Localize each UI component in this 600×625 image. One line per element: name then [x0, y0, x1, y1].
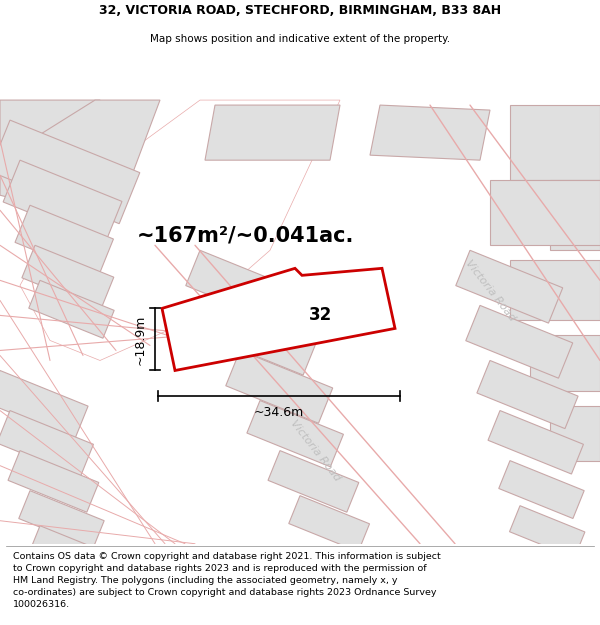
- Polygon shape: [466, 306, 573, 378]
- Text: ~18.9m: ~18.9m: [134, 314, 147, 364]
- Polygon shape: [490, 180, 600, 245]
- Polygon shape: [0, 371, 88, 439]
- Polygon shape: [289, 496, 370, 552]
- Polygon shape: [550, 180, 600, 250]
- Text: Contains OS data © Crown copyright and database right 2021. This information is : Contains OS data © Crown copyright and d…: [13, 552, 441, 609]
- Polygon shape: [15, 205, 113, 276]
- Text: Map shows position and indicative extent of the property.: Map shows position and indicative extent…: [150, 34, 450, 44]
- Text: Victoria Road: Victoria Road: [288, 418, 342, 483]
- Polygon shape: [456, 250, 563, 323]
- Polygon shape: [499, 461, 584, 519]
- Polygon shape: [488, 411, 583, 474]
- Polygon shape: [155, 245, 455, 544]
- Polygon shape: [268, 451, 359, 512]
- Polygon shape: [0, 100, 160, 210]
- Polygon shape: [205, 105, 340, 160]
- Polygon shape: [510, 105, 600, 180]
- Text: Victoria Road: Victoria Road: [463, 258, 517, 323]
- Polygon shape: [29, 281, 114, 338]
- Polygon shape: [206, 301, 317, 375]
- Text: 32: 32: [308, 306, 332, 324]
- Polygon shape: [0, 100, 110, 250]
- Polygon shape: [19, 491, 104, 549]
- Text: ~34.6m: ~34.6m: [254, 406, 304, 419]
- Polygon shape: [3, 160, 122, 243]
- Polygon shape: [477, 361, 578, 429]
- Polygon shape: [370, 105, 490, 160]
- Polygon shape: [247, 401, 343, 467]
- Polygon shape: [530, 336, 600, 391]
- Polygon shape: [20, 100, 340, 361]
- Polygon shape: [0, 120, 140, 224]
- Polygon shape: [22, 245, 114, 309]
- Polygon shape: [510, 261, 600, 321]
- Polygon shape: [29, 526, 105, 578]
- Polygon shape: [226, 351, 333, 423]
- Text: ~167m²/~0.041ac.: ~167m²/~0.041ac.: [136, 225, 353, 245]
- Polygon shape: [186, 250, 302, 327]
- Polygon shape: [550, 406, 600, 461]
- Polygon shape: [8, 451, 99, 512]
- Polygon shape: [509, 506, 585, 558]
- Polygon shape: [0, 411, 94, 477]
- Polygon shape: [430, 105, 600, 361]
- Polygon shape: [0, 100, 100, 190]
- Polygon shape: [162, 268, 395, 371]
- Text: 32, VICTORIA ROAD, STECHFORD, BIRMINGHAM, B33 8AH: 32, VICTORIA ROAD, STECHFORD, BIRMINGHAM…: [99, 4, 501, 18]
